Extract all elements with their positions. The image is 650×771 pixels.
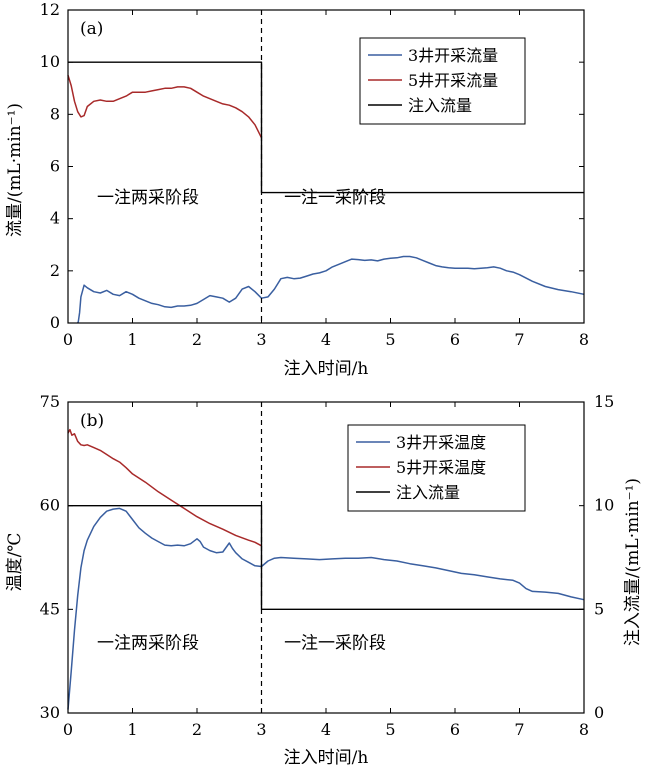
- y-axis-label: 流量/(mL·min⁻¹): [5, 103, 25, 237]
- x-tick-label: 7: [514, 330, 524, 349]
- x-tick-label: 1: [127, 720, 137, 739]
- y-tick-label: 30: [40, 703, 60, 722]
- series-line-1: [67, 507, 585, 710]
- y-tick-label: 45: [40, 599, 60, 618]
- panel-label: (b): [80, 411, 104, 431]
- x-axis-label: 注入时间/h: [284, 359, 369, 379]
- legend-entry: 注入流量: [408, 96, 472, 115]
- x-tick-label: 6: [450, 330, 460, 349]
- series-line-2: [67, 428, 262, 547]
- chart-panel-a: 0 1 2 3 4 5 6 7 8024681012注入时间/h流量/(mL·min⁻¹)(a)…: [5, 0, 589, 379]
- x-tick-label: 3: [256, 720, 266, 739]
- legend-entry: 注入流量: [396, 483, 460, 502]
- x-tick-label: 0: [63, 330, 73, 349]
- y-tick-label: 10: [40, 52, 60, 71]
- x-tick-label: 0: [63, 720, 73, 739]
- legend-box: [359, 37, 526, 125]
- stage-annotation: 一注两采阶段: [97, 634, 199, 654]
- x-tick-label: 8: [579, 720, 589, 739]
- legend-entry: 5井开采流量: [408, 71, 498, 90]
- y-right-tick-label: 5: [594, 599, 604, 618]
- y-tick-label: 12: [40, 0, 60, 19]
- y-right-tick-label: 0: [594, 703, 604, 722]
- y-tick-label: 60: [40, 496, 60, 515]
- y-axis-label: 温度/℃: [5, 533, 25, 592]
- series-line-3: [68, 505, 584, 610]
- legend-entry: 3井开采温度: [396, 433, 486, 452]
- y-tick-label: 8: [50, 104, 60, 123]
- x-tick-label: 5: [385, 720, 395, 739]
- y-right-axis-label: 注入流量/(mL·min⁻¹): [623, 478, 643, 646]
- x-tick-label: 4: [321, 720, 331, 739]
- stage-annotation: 一注一采阶段: [284, 634, 386, 654]
- panel-label: (a): [80, 19, 103, 39]
- x-tick-label: 7: [514, 720, 524, 739]
- legend-box: [347, 424, 526, 512]
- x-tick-label: 5: [385, 330, 395, 349]
- stage-annotation: 一注两采阶段: [97, 188, 199, 208]
- series-line-2: [67, 74, 263, 139]
- stage-annotation: 一注一采阶段: [284, 188, 386, 208]
- x-tick-label: 2: [192, 330, 202, 349]
- x-tick-label: 3: [256, 330, 266, 349]
- y-tick-label: 0: [50, 313, 60, 332]
- legend-entry: 5井开采温度: [396, 458, 486, 477]
- series-line-1: [77, 255, 585, 324]
- y-right-tick-label: 15: [594, 392, 614, 411]
- x-tick-label: 4: [321, 330, 331, 349]
- x-axis-label: 注入时间/h: [284, 748, 369, 768]
- y-tick-label: 75: [40, 392, 60, 411]
- x-tick-label: 6: [450, 720, 460, 739]
- y-right-tick-label: 10: [594, 496, 614, 515]
- y-tick-label: 4: [50, 209, 60, 228]
- x-tick-label: 8: [579, 330, 589, 349]
- legend-entry: 3井开采流量: [408, 46, 498, 65]
- x-tick-label: 1: [127, 330, 137, 349]
- x-tick-label: 2: [192, 720, 202, 739]
- y-tick-label: 2: [50, 261, 60, 280]
- y-tick-label: 6: [50, 157, 60, 176]
